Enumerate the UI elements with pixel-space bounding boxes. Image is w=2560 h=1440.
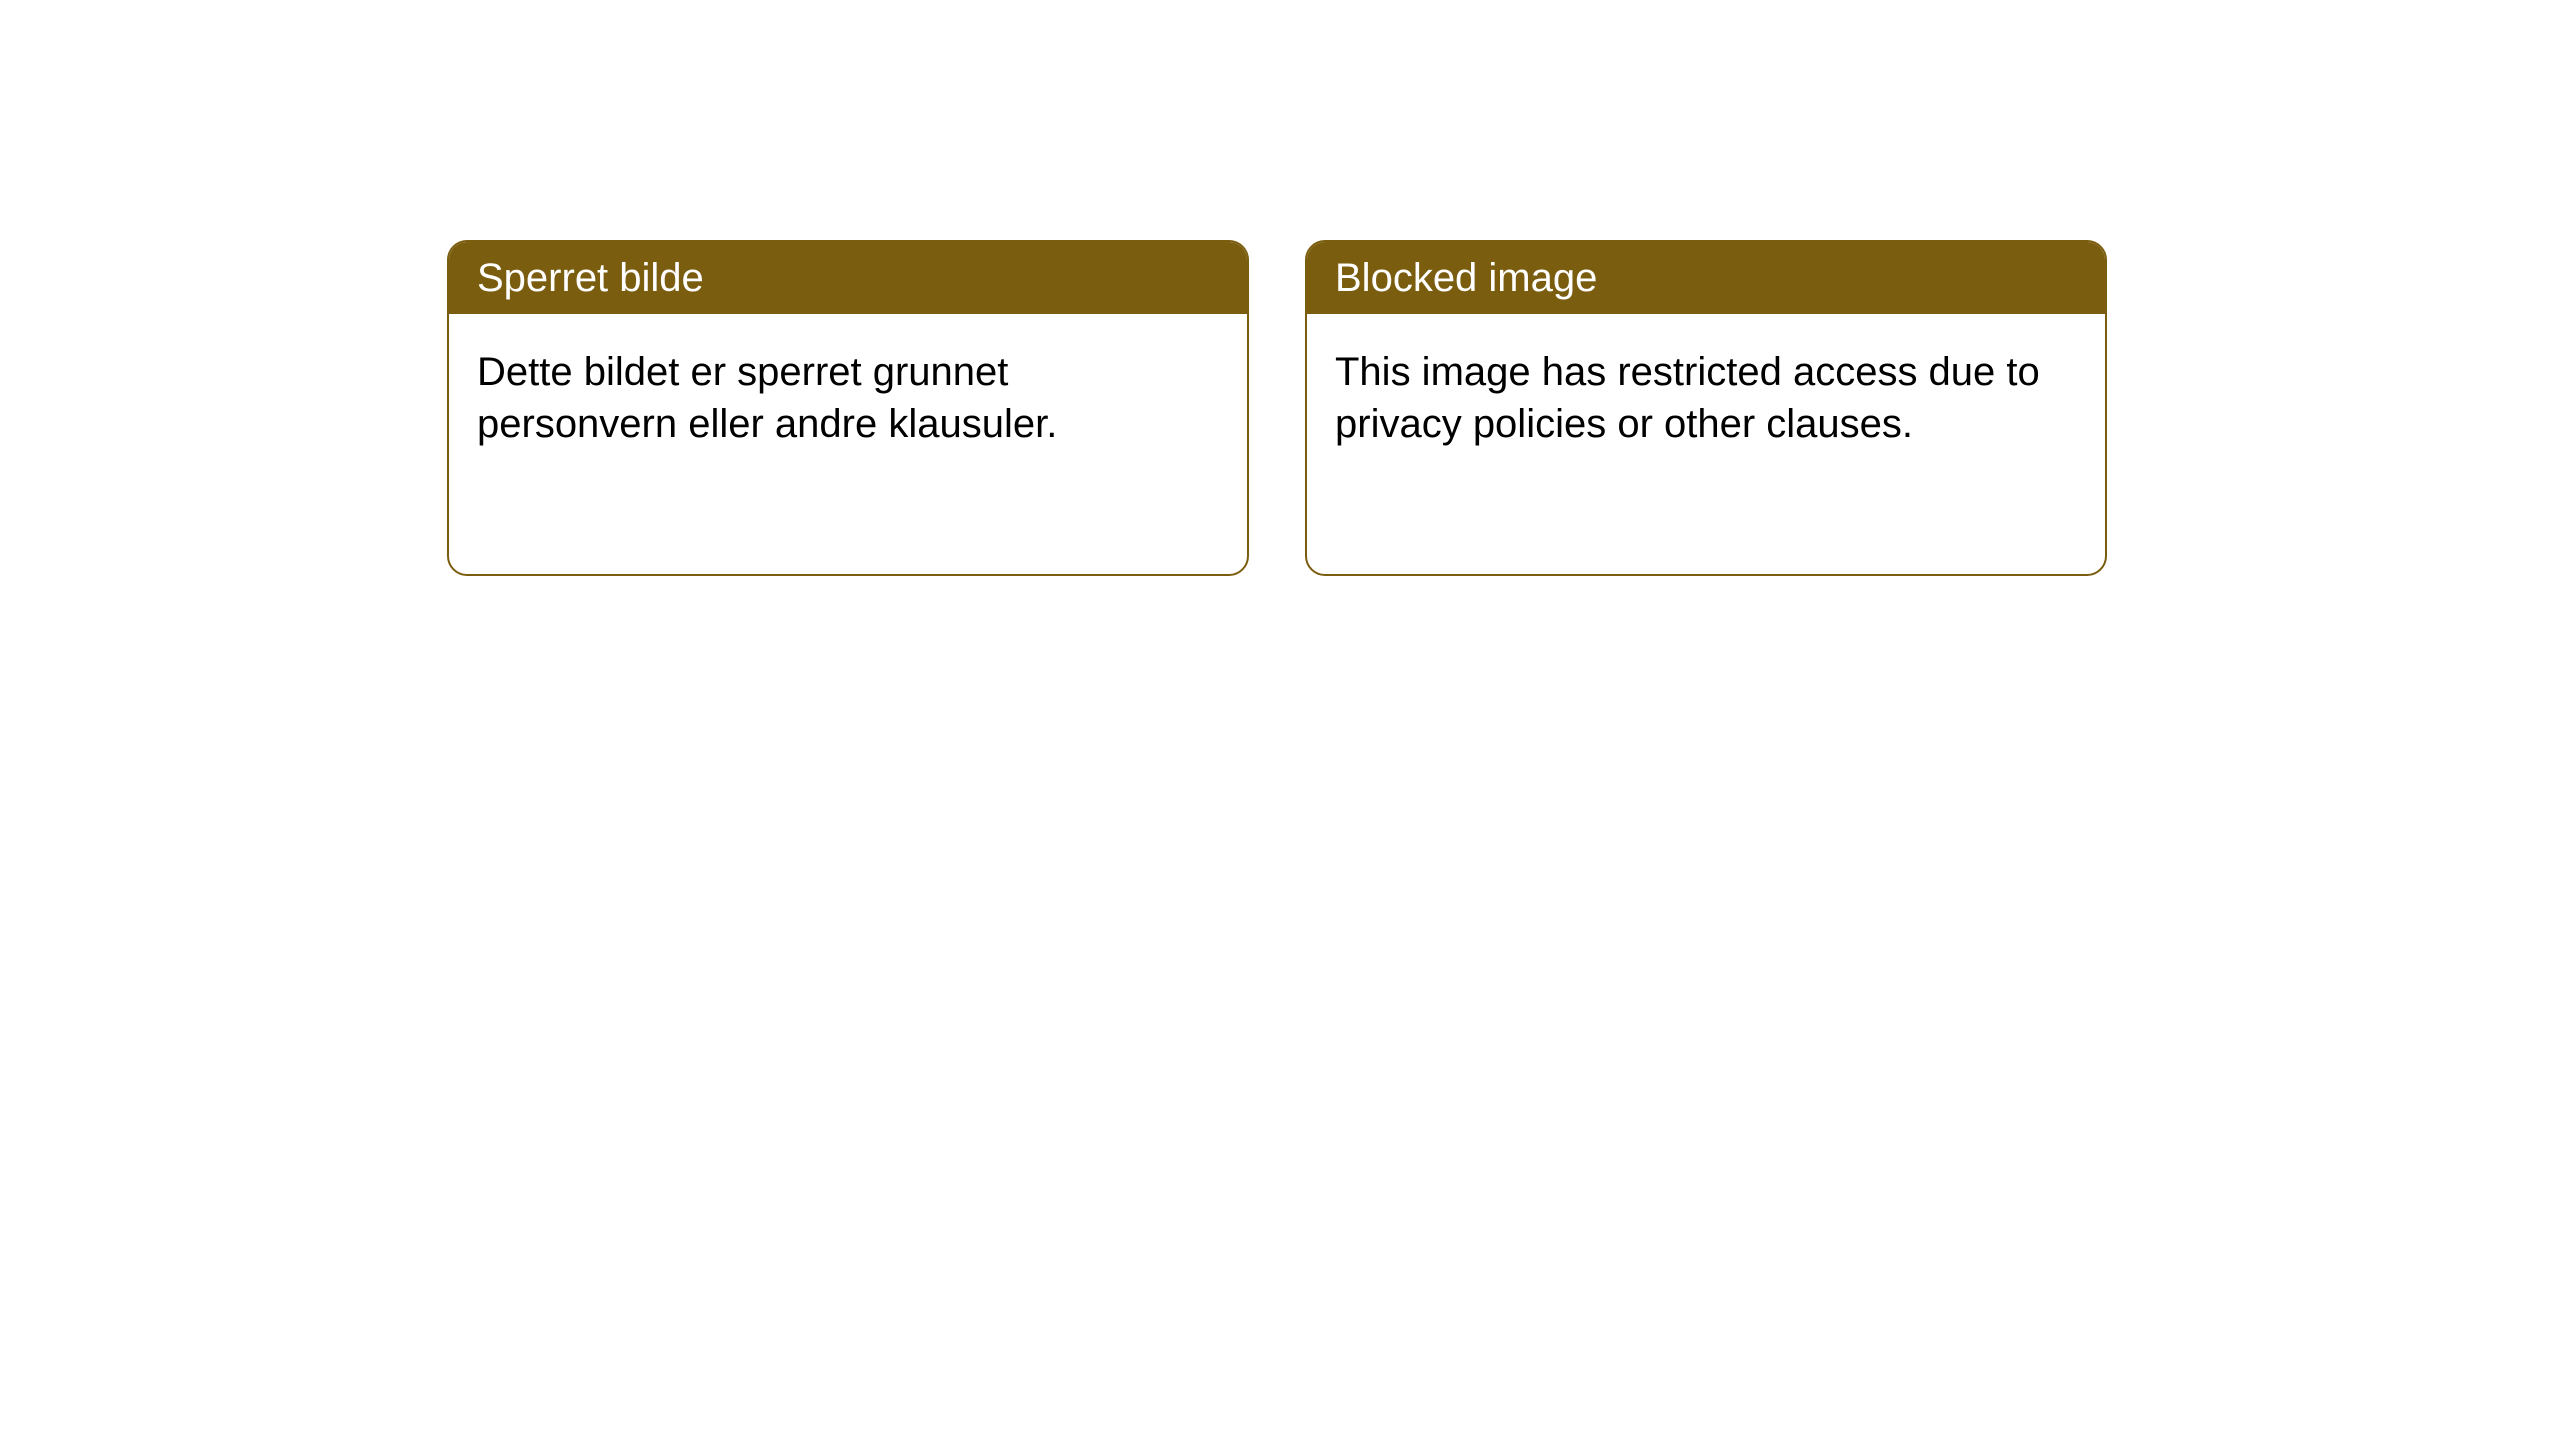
card-header: Sperret bilde — [449, 242, 1247, 314]
card-header: Blocked image — [1307, 242, 2105, 314]
card-body-text: Dette bildet er sperret grunnet personve… — [477, 350, 1057, 446]
card-body: Dette bildet er sperret grunnet personve… — [449, 314, 1247, 482]
notice-container: Sperret bilde Dette bildet er sperret gr… — [447, 240, 2107, 576]
card-body-text: This image has restricted access due to … — [1335, 350, 2040, 446]
card-title: Blocked image — [1335, 256, 1597, 300]
notice-card-norwegian: Sperret bilde Dette bildet er sperret gr… — [447, 240, 1249, 576]
card-body: This image has restricted access due to … — [1307, 314, 2105, 482]
card-title: Sperret bilde — [477, 256, 704, 300]
notice-card-english: Blocked image This image has restricted … — [1305, 240, 2107, 576]
